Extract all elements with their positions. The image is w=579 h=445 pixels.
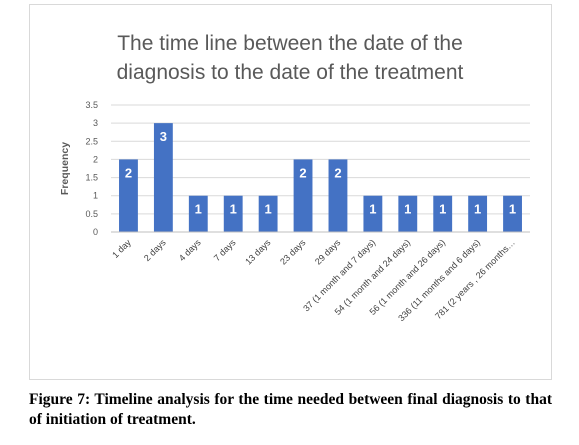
bar [188,195,208,232]
data-label: 1 [509,202,516,217]
bar [503,195,522,232]
data-label: 1 [195,202,202,217]
bar [328,159,348,232]
x-tick-label: 29 days [313,237,343,267]
y-tick-label: 3 [93,118,98,128]
data-label: 1 [265,202,272,217]
bar [223,195,243,232]
chart-title-line: diagnosis to the date of the treatment [117,61,464,84]
data-label: 2 [125,165,132,180]
bar [398,195,418,232]
bar [119,159,138,232]
bar [363,195,383,232]
y-tick-label: 1.5 [85,173,98,183]
bar [433,195,453,232]
chart-title-line: The time line between the date of the [117,32,463,55]
x-tick-label: 7 days [212,237,238,263]
y-tick-label: 0 [93,227,98,237]
figure-caption: Figure 7: Timeline analysis for the time… [29,391,552,428]
bar [153,123,173,232]
y-tick-label: 2.5 [85,136,98,146]
x-tick-label: 13 days [243,237,273,267]
data-label: 1 [369,202,376,217]
data-label: 1 [474,202,481,217]
data-label: 1 [404,202,411,217]
data-label: 2 [334,165,341,180]
data-label: 2 [299,165,306,180]
y-tick-label: 3.5 [85,100,98,110]
y-tick-label: 0.5 [85,209,98,219]
y-tick-label: 2 [93,154,98,164]
x-tick-label: 2 days [142,237,168,263]
data-label: 1 [439,202,446,217]
bar [258,195,278,232]
y-tick-label: 1 [93,191,98,201]
x-tick-label: 23 days [278,237,308,267]
data-label: 1 [230,202,237,217]
bar [468,195,488,232]
chart-frame [29,4,552,380]
x-tick-label: 1 day [110,237,133,260]
y-axis-label: Frequency [59,142,71,195]
bar-chart: The time line between the date of the dia… [59,32,530,323]
data-label: 3 [160,129,167,144]
bar [293,159,313,232]
x-tick-label: 4 days [177,237,203,263]
